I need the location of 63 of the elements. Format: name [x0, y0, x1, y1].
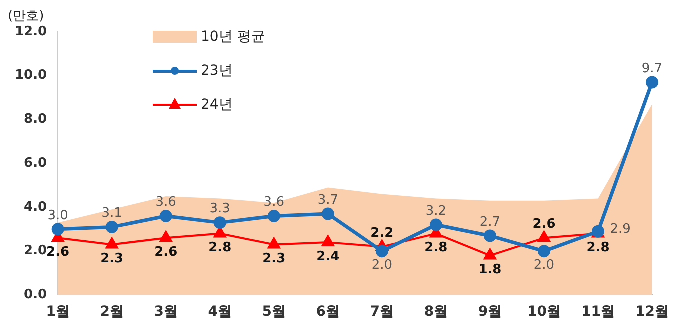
x-tick-label: 10월	[527, 304, 561, 320]
point	[268, 210, 280, 222]
data-label: 2.3	[100, 252, 124, 267]
point	[538, 245, 550, 258]
x-tick-label: 11월	[582, 304, 615, 320]
data-label: 2.8	[208, 240, 232, 256]
data-label: 1.8	[478, 262, 502, 278]
point	[52, 223, 64, 236]
x-tick-label: 3월	[154, 304, 178, 320]
point	[160, 210, 172, 222]
data-label: 3.6	[264, 195, 284, 210]
x-tick-label: 1월	[46, 304, 70, 320]
y-axis-title: (만호)	[8, 8, 44, 24]
data-label: 3.1	[102, 206, 122, 222]
point	[106, 220, 118, 234]
data-label: 2.6	[46, 245, 70, 260]
x-tick-label: 4월	[208, 304, 232, 320]
y-tick-label: 2.0	[24, 244, 48, 259]
point	[214, 216, 226, 230]
legend-label: 24년	[201, 96, 233, 114]
data-label: 3.6	[156, 195, 176, 210]
data-label: 3.0	[48, 208, 68, 224]
x-tick-label: 7월	[370, 304, 394, 320]
x-tick-label: 2월	[100, 304, 124, 320]
point	[538, 231, 550, 242]
y-tick-label: 10.0	[14, 68, 48, 84]
data-label: 2.8	[424, 240, 448, 256]
y-tick-label: 6.0	[24, 156, 48, 171]
point	[268, 238, 280, 249]
data-label: 3.3	[210, 202, 230, 217]
point	[646, 76, 659, 89]
y-tick-label: 4.0	[24, 200, 48, 215]
data-label: 2.8	[586, 240, 610, 256]
data-label: 2.3	[262, 252, 286, 267]
data-label: 3.7	[318, 192, 338, 208]
data-label: 2.4	[316, 249, 340, 264]
data-label: 2.6	[154, 245, 178, 260]
y-tick-label: 0.0	[24, 288, 48, 303]
data-label: 2.6	[532, 217, 556, 232]
data-label: 2.0	[372, 258, 393, 274]
x-tick-label: 8월	[424, 304, 448, 320]
x-tick-label: 12월	[636, 304, 669, 320]
data-label: 2.0	[534, 258, 555, 274]
data-label: 3.2	[426, 204, 447, 219]
point	[484, 230, 496, 242]
data-label: 2.7	[480, 214, 501, 230]
legend-label: 10년 평균	[201, 28, 266, 46]
x-tick-label: 5월	[262, 304, 286, 320]
point	[430, 218, 442, 232]
point	[322, 208, 334, 220]
x-tick-label: 9월	[478, 304, 502, 320]
data-label: 9.7	[642, 61, 663, 76]
point	[484, 248, 496, 260]
point	[106, 238, 118, 249]
data-label: 2.2	[370, 226, 394, 241]
y-tick-label: 12.0	[14, 24, 48, 40]
point	[376, 245, 388, 258]
y-tick-label: 8.0	[24, 112, 48, 128]
x-tick-label: 6월	[316, 304, 340, 320]
point	[322, 236, 334, 247]
legend-label: 23년	[201, 62, 233, 80]
data-label: 2.9	[610, 222, 631, 237]
point	[160, 231, 172, 242]
